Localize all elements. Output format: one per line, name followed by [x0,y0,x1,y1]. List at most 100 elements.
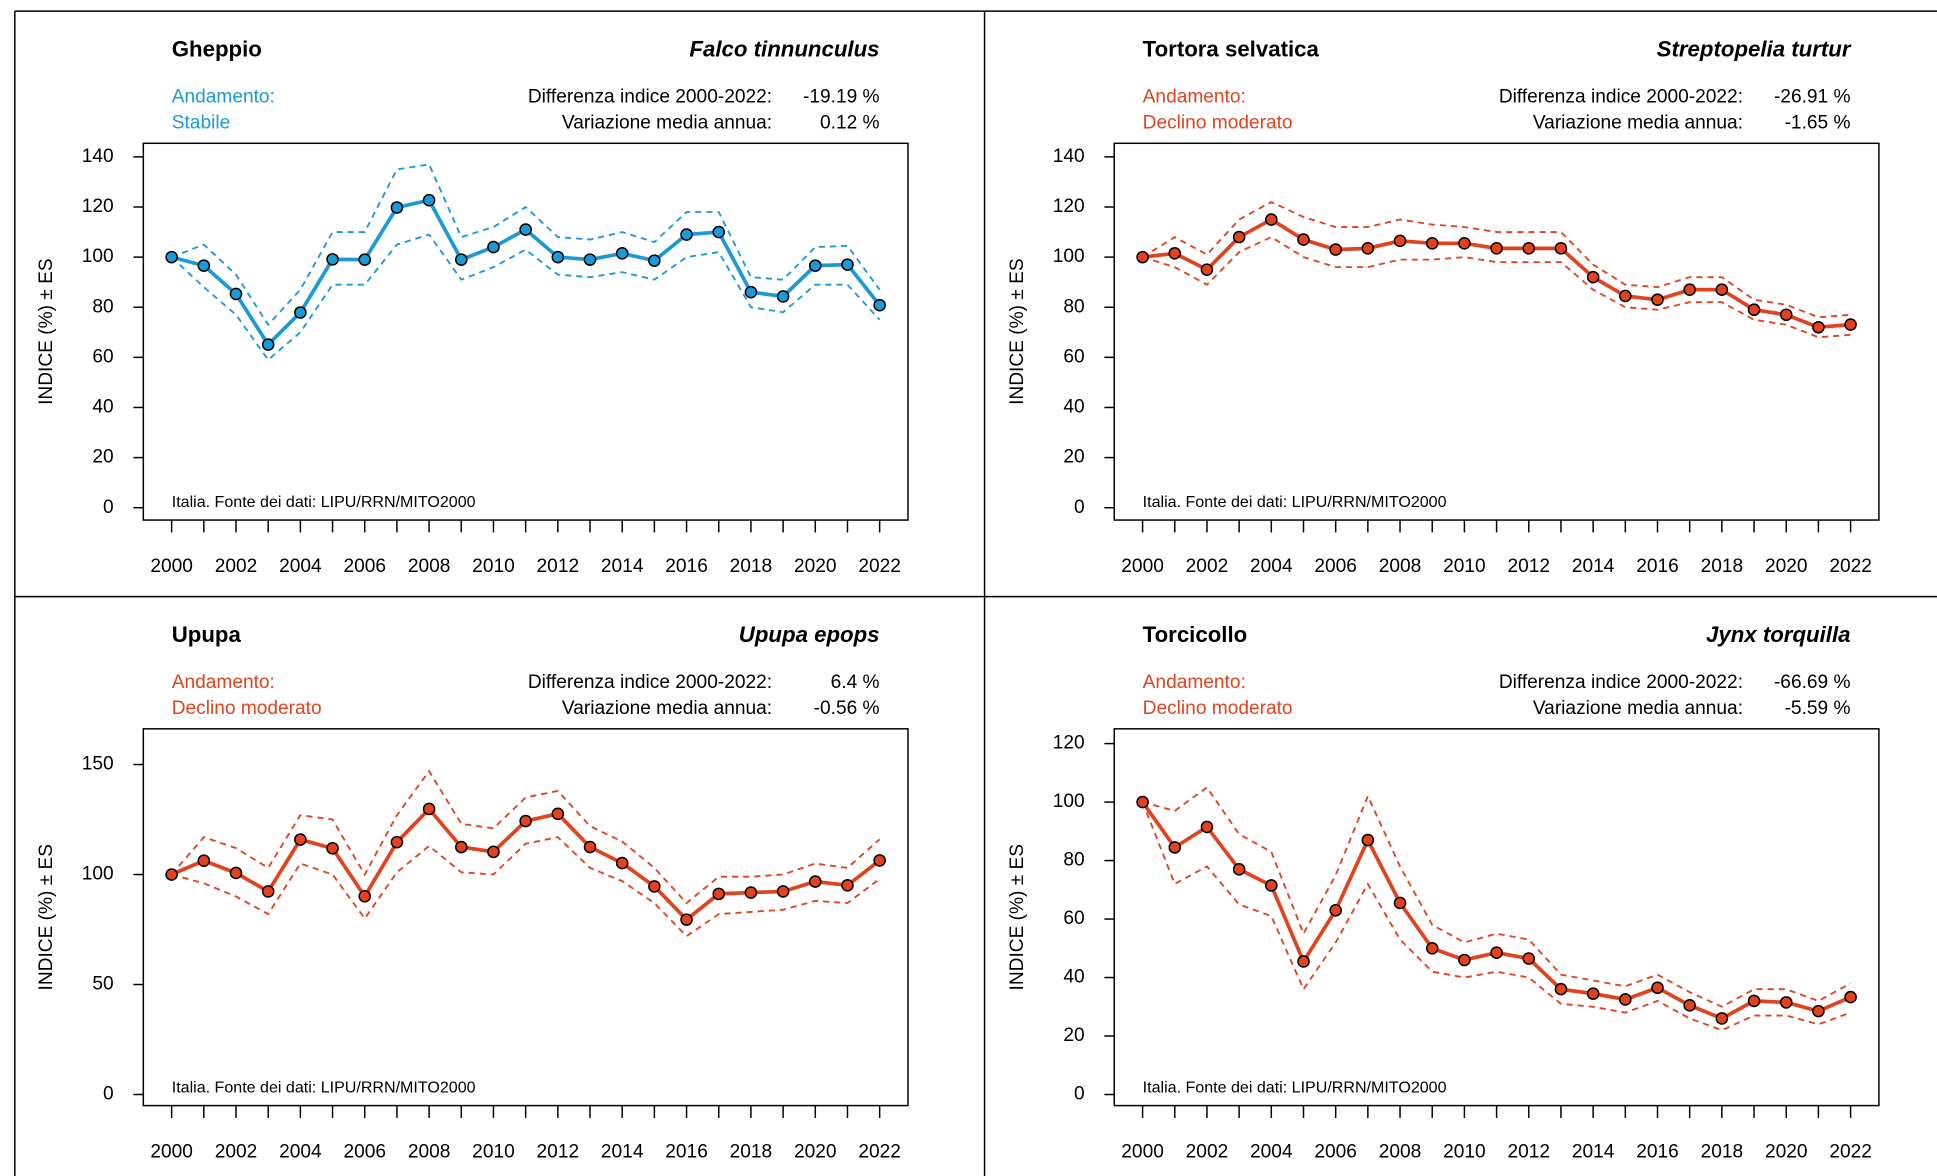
x-tick-label: 2010 [1443,1142,1486,1163]
stat-label: Differenza indice 2000-2022: [1499,672,1743,693]
data-point [358,253,372,266]
data-point [1425,237,1439,250]
data-point [229,287,243,301]
data-point [197,854,211,867]
x-tick-label: 2014 [1572,556,1615,577]
data-point [615,856,629,870]
x-tick-label: 2006 [343,1142,386,1163]
y-tick-label: 140 [1053,146,1085,167]
y-tick-label: 140 [82,146,114,167]
y-tick-label: 0 [103,1084,114,1105]
x-tick-label: 2004 [1250,1142,1293,1163]
y-tick-label: 100 [82,864,114,885]
x-tick-label: 2000 [1121,556,1164,577]
data-point [1458,953,1471,967]
data-point [1683,999,1696,1012]
data-point [1297,955,1310,968]
data-point [390,835,404,849]
x-tick-label: 2002 [1186,556,1229,577]
data-point [712,887,726,901]
x-tick-label: 2004 [279,1142,322,1163]
x-tick-label: 2008 [1379,1142,1422,1163]
chart-title: Upupa [172,622,242,647]
y-tick-label: 100 [82,246,114,267]
source-note: Italia. Fonte dei dati: LIPU/RRN/MITO200… [172,1079,476,1097]
x-tick-label: 2020 [794,556,837,577]
x-tick-label: 2002 [1186,1142,1229,1163]
x-tick-label: 2012 [1507,556,1550,577]
x-tick-label: 2006 [343,556,386,577]
chart-title: Gheppio [172,37,262,62]
data-point [390,201,404,214]
source-note: Italia. Fonte dei dati: LIPU/RRN/MITO200… [1143,493,1447,511]
x-tick-label: 2006 [1314,1142,1357,1163]
species-name: Falco tinnunculus [689,37,879,62]
x-tick-label: 2022 [858,1142,901,1163]
x-tick-label: 2020 [794,1142,837,1163]
data-point [1361,242,1375,255]
data-point [1747,303,1761,317]
x-tick-label: 2018 [1701,556,1744,577]
data-point [1200,820,1214,834]
y-tick-label: 0 [103,497,114,518]
data-point [744,886,758,899]
stat-value: -5.59 % [1785,698,1851,719]
data-point [1393,896,1407,910]
x-tick-label: 2020 [1765,1142,1808,1163]
y-tick-label: 80 [1063,296,1084,317]
data-point [294,306,307,319]
data-point [1490,242,1503,255]
y-tick-label: 60 [92,346,113,367]
source-note: Italia. Fonte dei dati: LIPU/RRN/MITO200… [172,493,476,511]
data-point [1586,987,1600,1000]
trend-label: Andamento: [172,672,275,693]
stat-label: Variazione media annua: [1533,113,1743,134]
data-point [1490,946,1503,959]
data-point [1715,283,1729,296]
data-point [1844,318,1857,331]
data-point [326,253,339,266]
x-tick-label: 2008 [408,1142,451,1163]
data-point [1232,863,1246,876]
data-point [776,885,790,898]
trend-label: Andamento: [172,87,275,108]
x-tick-label: 2012 [537,1142,580,1163]
data-point [615,247,629,260]
data-point [487,845,500,859]
data-point [583,253,597,266]
data-point [680,913,693,926]
x-tick-label: 2018 [1701,1142,1744,1163]
stat-label: Differenza indice 2000-2022: [1499,87,1743,108]
data-point [1651,293,1664,307]
data-point [229,866,243,880]
x-tick-label: 2016 [1636,556,1679,577]
stat-value: -1.65 % [1785,113,1851,134]
data-point [519,814,532,828]
trend-label: Andamento: [1143,672,1246,693]
error-band-line [171,233,881,362]
species-name: Jynx torquilla [1706,622,1850,647]
data-point [648,880,661,893]
trend-value: Stabile [172,113,230,134]
x-tick-label: 2002 [215,556,258,577]
data-point [422,802,436,816]
data-point [1683,283,1696,296]
data-point [197,259,211,272]
data-point [1329,903,1342,917]
x-tick-label: 2008 [1379,556,1422,577]
y-axis-label: INDICE (%) ± ES [1007,844,1028,991]
x-tick-label: 2006 [1314,556,1357,577]
data-point [1200,263,1214,276]
data-point [776,290,790,303]
error-band-line [1142,200,1851,319]
y-tick-label: 20 [92,447,113,468]
y-tick-label: 0 [1074,497,1085,518]
data-point [1458,237,1471,250]
data-point [1715,1012,1729,1025]
data-point [1651,981,1664,995]
x-tick-label: 2016 [1636,1142,1679,1163]
trend-value: Declino moderato [1143,113,1293,134]
data-point [422,193,436,207]
data-point [1522,952,1536,965]
data-point [1779,996,1793,1009]
